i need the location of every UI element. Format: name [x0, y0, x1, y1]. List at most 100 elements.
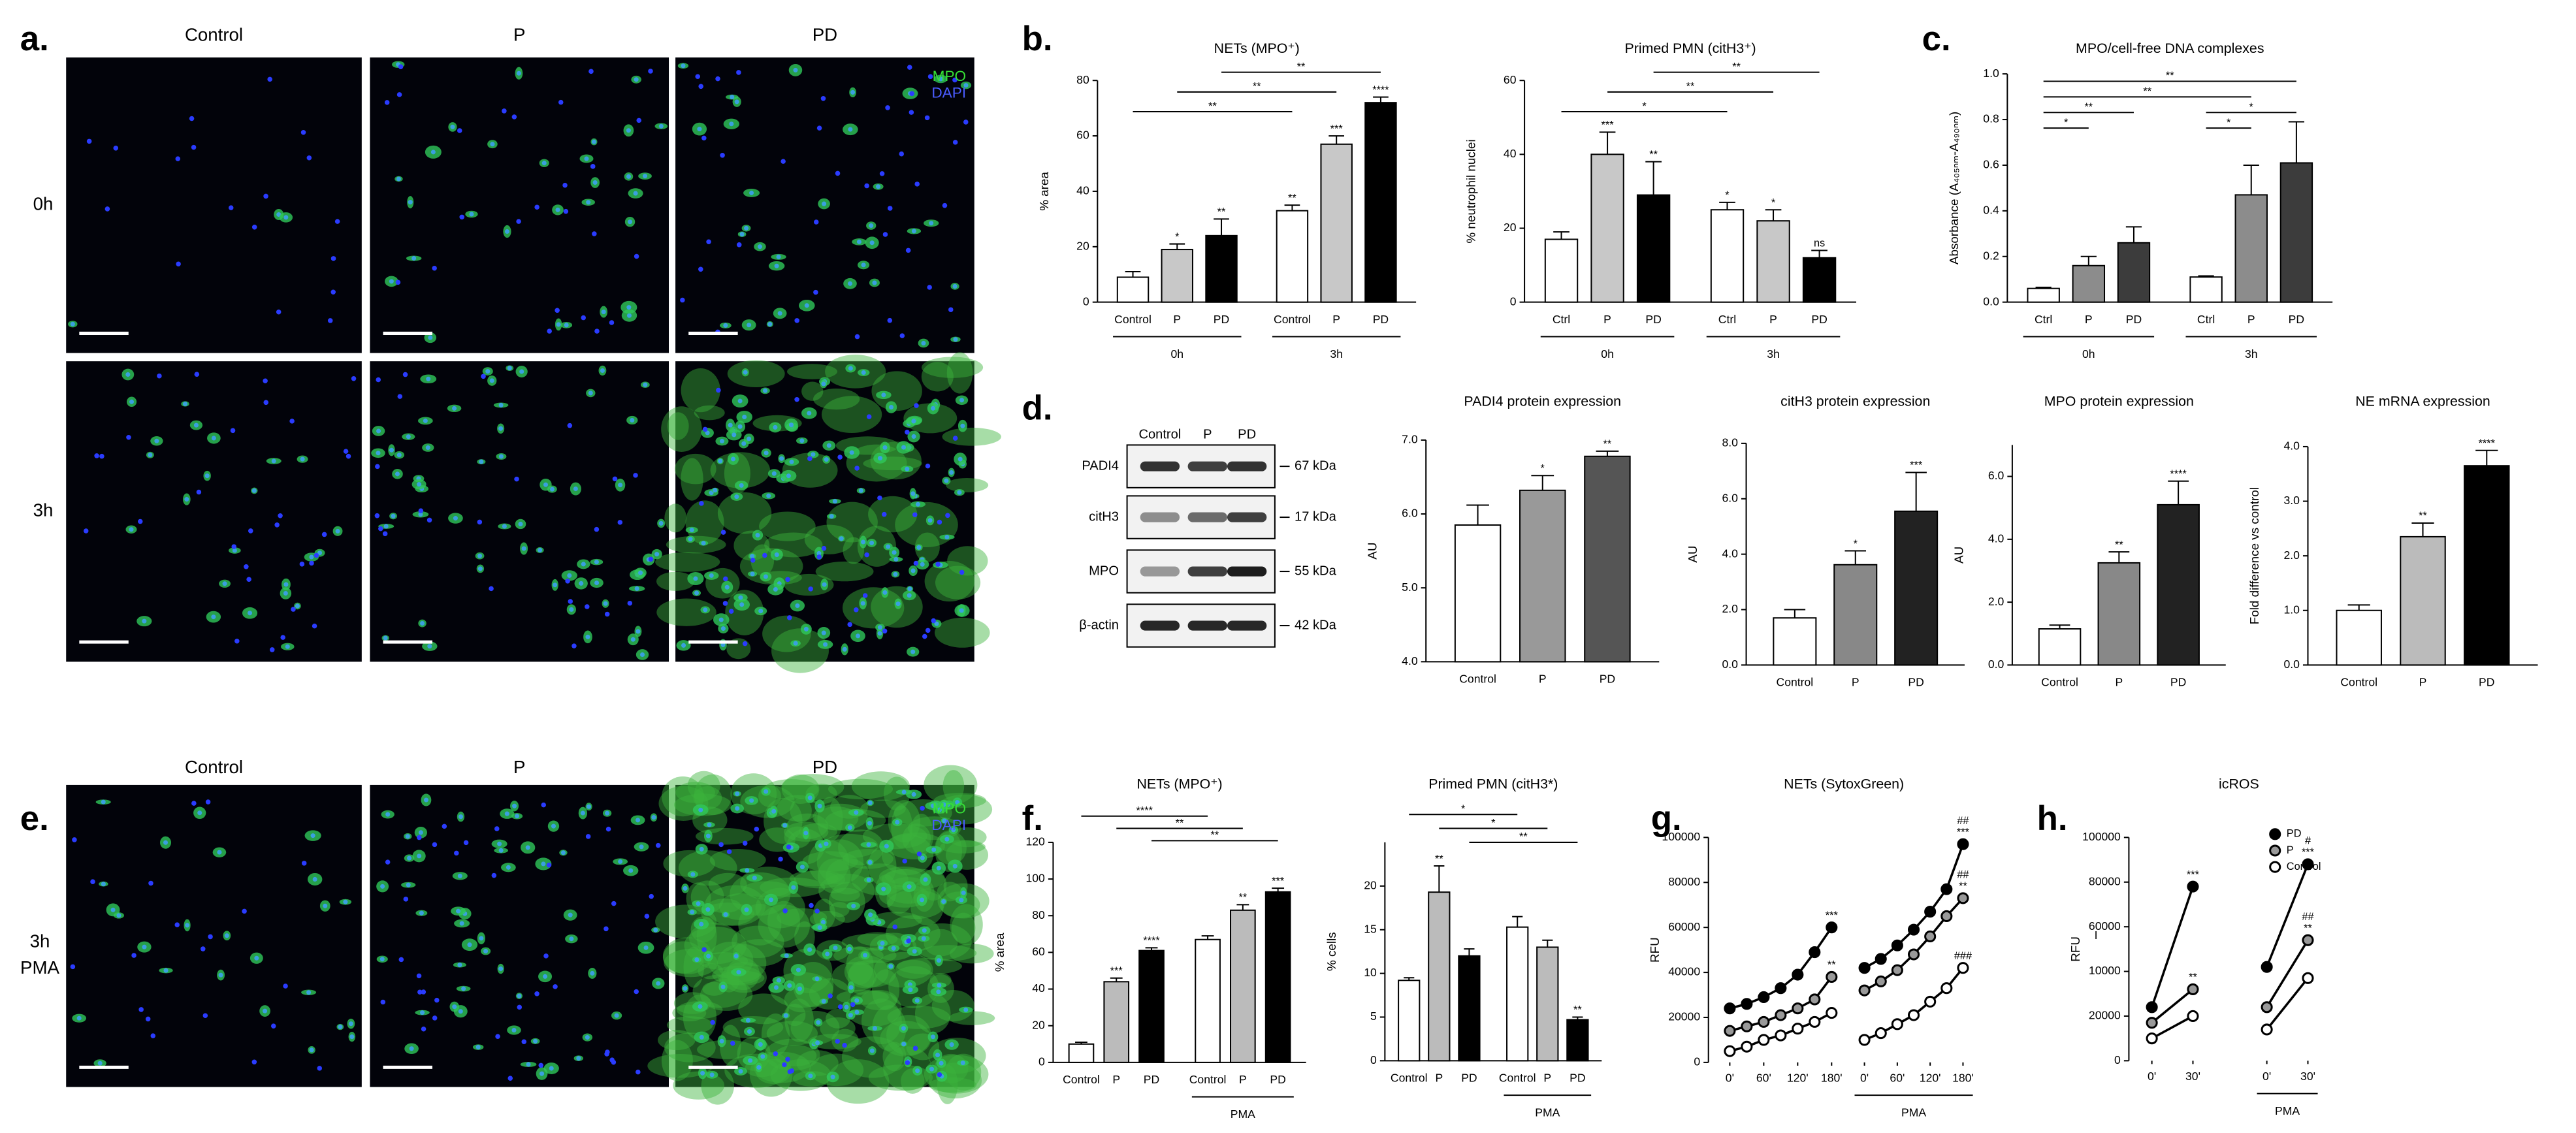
- y-tick-label: 80000: [2089, 874, 2121, 887]
- nucleus: [426, 376, 431, 381]
- nucleus: [786, 473, 791, 479]
- nucleus: [884, 844, 889, 849]
- nucleus: [601, 310, 606, 315]
- error-bar: [1765, 209, 1782, 221]
- nucleus: [816, 125, 822, 131]
- marker: [2302, 972, 2314, 984]
- nucleus: [376, 451, 381, 456]
- nucleus: [228, 205, 234, 210]
- significance: **: [1827, 959, 1836, 971]
- significance: ##: [1957, 815, 1969, 827]
- nucleus: [789, 1068, 795, 1074]
- nucleus: [867, 800, 873, 805]
- nucleus: [681, 63, 686, 69]
- x-tick-label: P: [2115, 676, 2123, 689]
- size-label: 55 kDa: [1295, 564, 1337, 578]
- nucleus: [832, 499, 837, 504]
- nucleus: [848, 366, 853, 371]
- nucleus: [941, 802, 946, 807]
- panel-label: f.: [1022, 799, 1043, 838]
- nucleus: [603, 601, 608, 606]
- nucleus: [639, 844, 644, 850]
- nucleus: [700, 1070, 705, 1076]
- comparison-label: **: [1732, 61, 1741, 72]
- nucleus: [539, 1071, 545, 1076]
- y-tick-label: 100: [1025, 872, 1045, 885]
- nucleus: [720, 530, 726, 535]
- nucleus: [793, 67, 798, 72]
- nucleus: [306, 990, 312, 995]
- nucleus: [787, 983, 792, 988]
- nucleus: [735, 806, 740, 811]
- bar: [1590, 153, 1624, 303]
- nucleus: [489, 378, 494, 383]
- nucleus: [553, 582, 558, 588]
- y-tick-label: 60: [1076, 129, 1089, 142]
- nucleus: [651, 815, 656, 820]
- nucleus: [417, 835, 422, 840]
- cell-web: [708, 872, 747, 897]
- nucleus: [847, 281, 853, 286]
- marker: [2146, 1032, 2158, 1045]
- cell-web: [868, 846, 897, 886]
- nucleus: [558, 99, 564, 105]
- cell-web: [770, 1059, 831, 1091]
- cell-web: [948, 827, 987, 848]
- nucleus: [723, 912, 728, 918]
- nucleus: [720, 642, 726, 647]
- nucleus: [244, 564, 249, 569]
- cell-web: [722, 1015, 784, 1039]
- nucleus: [70, 964, 76, 970]
- nucleus: [776, 254, 781, 259]
- nucleus: [246, 577, 251, 582]
- nucleus: [811, 452, 816, 457]
- cell-web: [838, 829, 884, 866]
- nucleus: [854, 607, 859, 613]
- marker: [1741, 1040, 1753, 1053]
- nucleus: [908, 987, 913, 993]
- nucleus: [251, 225, 257, 230]
- nucleus: [428, 335, 433, 340]
- nucleus: [276, 309, 282, 315]
- nucleus: [301, 861, 307, 866]
- significance: **: [1435, 853, 1443, 865]
- cell-web: [787, 364, 837, 379]
- nucleus: [389, 279, 394, 284]
- group-label: PMA: [1901, 1106, 1926, 1119]
- nucleus: [314, 552, 319, 558]
- cell-web: [781, 774, 845, 801]
- nucleus: [587, 804, 592, 809]
- nucleus: [457, 873, 462, 878]
- nucleus: [764, 451, 769, 456]
- x-tick-label: 180': [1952, 1072, 1974, 1085]
- legend-marker: [2269, 861, 2281, 873]
- y-tick-label: 6.0: [1402, 507, 1418, 520]
- marker: [1792, 968, 1804, 981]
- nucleus: [551, 823, 556, 829]
- nucleus: [738, 595, 743, 600]
- nucleus: [569, 607, 574, 612]
- nucleus: [483, 949, 489, 954]
- nucleus: [420, 621, 425, 626]
- nucleus: [618, 859, 623, 864]
- nucleus: [763, 574, 768, 579]
- protein-label: MPO: [1089, 564, 1119, 578]
- nucleus: [907, 65, 912, 70]
- error-bar: [1434, 865, 1445, 893]
- y-tick-label: 20: [1364, 878, 1377, 891]
- column-header: PD: [813, 25, 837, 45]
- significance: ***: [1957, 826, 1970, 838]
- cell-web: [883, 1046, 932, 1091]
- nucleus: [251, 488, 257, 493]
- nucleus: [283, 983, 288, 989]
- nucleus: [824, 841, 829, 846]
- bar: [2234, 194, 2268, 303]
- x-tick-label: Control: [1499, 1072, 1536, 1085]
- nucleus: [882, 590, 888, 595]
- nucleus: [705, 907, 711, 912]
- nucleus: [715, 76, 720, 82]
- column-header: Control: [185, 25, 243, 45]
- nucleus: [899, 333, 905, 338]
- nucleus: [782, 1062, 787, 1068]
- nucleus: [656, 981, 661, 986]
